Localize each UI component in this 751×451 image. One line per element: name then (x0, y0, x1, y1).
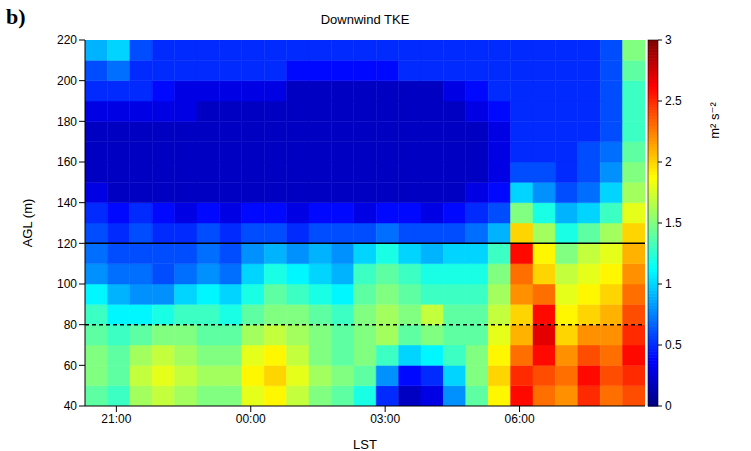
svg-text:LST: LST (353, 437, 377, 451)
svg-text:220: 220 (57, 33, 77, 47)
svg-text:m² s⁻²: m² s⁻² (707, 102, 722, 139)
svg-text:2.5: 2.5 (665, 94, 682, 108)
svg-text:160: 160 (57, 155, 77, 169)
svg-text:200: 200 (57, 74, 77, 88)
svg-text:100: 100 (57, 277, 77, 291)
svg-text:2: 2 (665, 155, 672, 169)
svg-text:00:00: 00:00 (236, 412, 266, 426)
svg-text:40: 40 (64, 399, 78, 413)
svg-text:140: 140 (57, 196, 77, 210)
svg-text:3: 3 (665, 33, 672, 47)
svg-text:120: 120 (57, 237, 77, 251)
html-text:b): b) (6, 4, 26, 29)
svg-text:1: 1 (665, 277, 672, 291)
svg-text:60: 60 (64, 359, 78, 373)
svg-text:0.5: 0.5 (665, 338, 682, 352)
html-text:Downwind TKE: Downwind TKE (320, 12, 410, 27)
svg-text:AGL (m): AGL (m) (20, 199, 35, 248)
svg-text:80: 80 (64, 318, 78, 332)
svg-text:21:00: 21:00 (101, 412, 131, 426)
svg-text:06:00: 06:00 (505, 412, 535, 426)
svg-text:0: 0 (665, 399, 672, 413)
svg-text:03:00: 03:00 (370, 412, 400, 426)
svg-text:180: 180 (57, 115, 77, 129)
svg-text:1.5: 1.5 (665, 216, 682, 230)
